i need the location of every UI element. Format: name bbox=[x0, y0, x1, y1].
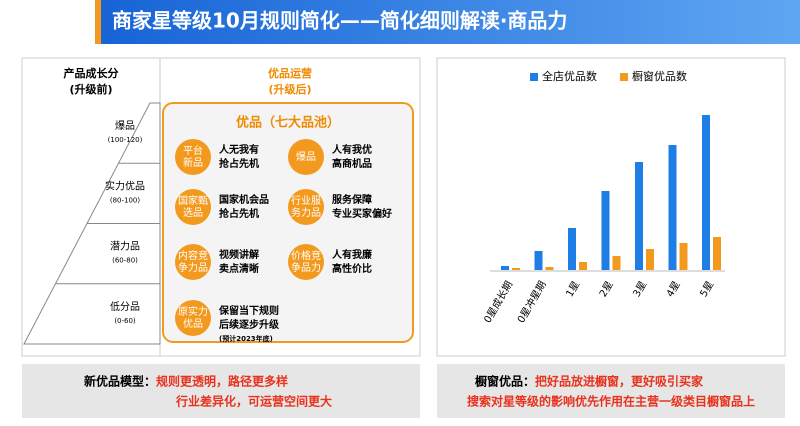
badge-text: 平台 bbox=[183, 144, 203, 157]
pool-desc: 人无我有 bbox=[219, 143, 259, 156]
level-range: (100-120) bbox=[108, 136, 143, 144]
bar bbox=[512, 268, 520, 270]
pool-badge bbox=[288, 244, 324, 280]
pool-badge bbox=[175, 244, 211, 280]
pool-badge bbox=[288, 139, 324, 175]
pool-desc: 视频讲解 bbox=[219, 248, 259, 261]
bar bbox=[601, 191, 610, 270]
badge-text: 争力品 bbox=[178, 261, 208, 274]
pool-desc: 抢占先机 bbox=[219, 157, 259, 170]
pool-badge bbox=[175, 300, 211, 336]
pool-desc: 人有我廉 bbox=[332, 248, 372, 261]
title: 商家星等级10月规则简化——简化细则解读·商品力 bbox=[112, 9, 567, 33]
bar bbox=[635, 162, 643, 270]
bar bbox=[646, 249, 654, 270]
pool-box bbox=[162, 102, 414, 343]
badge-text: 价格竞 bbox=[291, 249, 321, 262]
title-bar bbox=[95, 0, 800, 44]
badge-text: 行业服 bbox=[291, 194, 321, 207]
badge-text: 内容竞 bbox=[178, 249, 208, 262]
title-accent bbox=[95, 0, 101, 44]
pool-desc: 国家机会品 bbox=[219, 193, 269, 206]
level-name: 潜力品 bbox=[110, 240, 140, 253]
level-range: (80-100) bbox=[110, 196, 141, 204]
before-title: (升级前) bbox=[69, 82, 112, 96]
badge-text: 优品 bbox=[183, 317, 203, 330]
bar bbox=[545, 267, 554, 270]
bar bbox=[702, 115, 710, 270]
pool-desc: 人有我优 bbox=[332, 143, 372, 156]
level-range: (60-80) bbox=[112, 257, 138, 265]
bar bbox=[534, 251, 543, 270]
after-title: (升级后) bbox=[268, 82, 311, 96]
bar bbox=[668, 145, 677, 270]
footer-label: 新优品模型： bbox=[84, 374, 156, 389]
bar bbox=[579, 262, 587, 270]
bar bbox=[679, 243, 688, 270]
before-title: 产品成长分 bbox=[64, 66, 119, 80]
pool-title: 优品（七大品池） bbox=[236, 115, 340, 131]
bar bbox=[612, 256, 621, 270]
pool-desc: 高性价比 bbox=[332, 262, 372, 275]
level-name: 爆品 bbox=[115, 120, 135, 132]
footer-text: 行业差异化，可运营空间更大 bbox=[175, 394, 332, 409]
badge-text: 原实力 bbox=[178, 305, 208, 318]
footer-text: 规则更透明，路径更多样 bbox=[156, 374, 288, 389]
pool-desc: 抢占先机 bbox=[219, 207, 259, 220]
badge-text: 争品力 bbox=[291, 261, 321, 274]
badge-text: 选品 bbox=[183, 206, 203, 219]
level-name: 实力优品 bbox=[105, 179, 145, 192]
footer-right bbox=[437, 364, 785, 418]
footer-text: 搜索对星等级的影响优先作用在主营一级类目橱窗品上 bbox=[467, 394, 755, 409]
pool-desc: (预计2023年底) bbox=[219, 334, 273, 343]
pool-desc: 服务保障 bbox=[332, 193, 372, 206]
bar bbox=[713, 237, 721, 270]
pool-badge bbox=[288, 189, 324, 225]
level-range: (0-60) bbox=[114, 317, 136, 325]
footer-label: 橱窗优品： bbox=[475, 374, 535, 389]
pool-desc: 后续逐步升级 bbox=[219, 318, 280, 331]
badge-text: 新品 bbox=[183, 156, 203, 169]
pool-desc: 高商机品 bbox=[332, 157, 372, 170]
legend-swatch bbox=[530, 73, 538, 81]
legend-label: 橱窗优品数 bbox=[632, 69, 687, 83]
badge-text: 务力品 bbox=[291, 206, 321, 219]
legend-label: 全店优品数 bbox=[542, 69, 597, 83]
badge-text: 国家甄 bbox=[178, 194, 208, 207]
bar bbox=[568, 228, 576, 270]
badge-text: 爆品 bbox=[296, 151, 316, 163]
pool-badge bbox=[175, 189, 211, 225]
level-name: 低分品 bbox=[110, 300, 140, 313]
after-title: 优品运营 bbox=[268, 66, 312, 80]
footer-left bbox=[22, 364, 420, 418]
pool-desc: 卖点清晰 bbox=[219, 262, 259, 275]
pool-desc: 保留当下规则 bbox=[218, 304, 279, 317]
footer-text: 把好品放进橱窗，更好吸引买家 bbox=[535, 374, 704, 389]
bar bbox=[501, 266, 509, 270]
pool-desc: 专业买家偏好 bbox=[332, 207, 392, 220]
legend-swatch bbox=[620, 73, 628, 81]
right-panel bbox=[436, 57, 786, 357]
pool-badge bbox=[175, 139, 211, 175]
